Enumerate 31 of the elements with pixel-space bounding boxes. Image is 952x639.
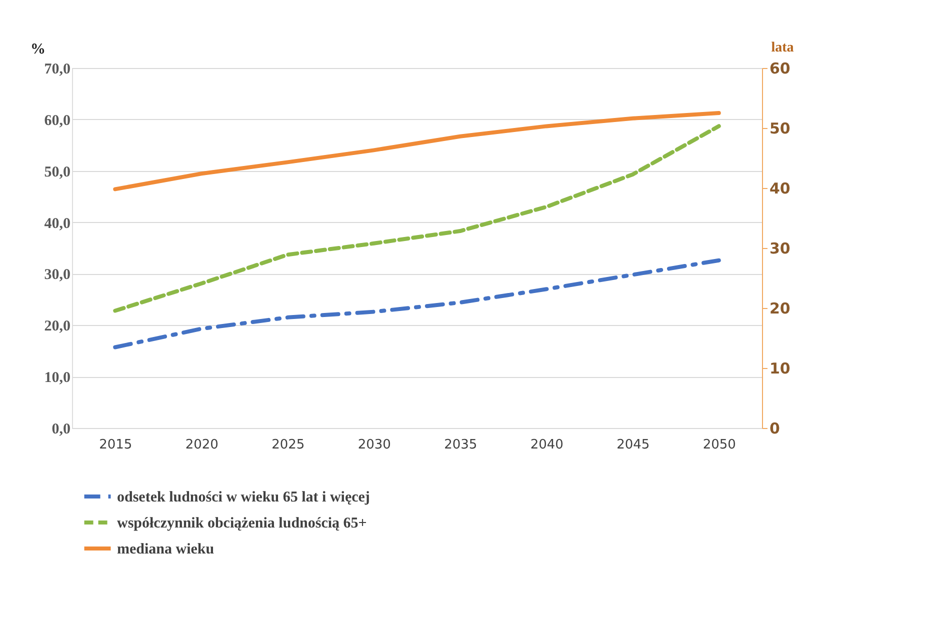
y2-tick-label: 0: [770, 420, 780, 438]
y-tick-label: 40,0: [44, 216, 70, 232]
y2-tick-label: 40: [770, 180, 790, 198]
x-tick-label: 2025: [272, 438, 305, 452]
y2-tick-label: 10: [770, 360, 790, 378]
line-series: [113, 124, 721, 313]
y-tick-label: 70,0: [44, 62, 70, 78]
y2-tick-label: 30: [770, 240, 790, 258]
y-tick-label: 30,0: [44, 267, 70, 284]
y-tick-label: 0,0: [52, 422, 70, 438]
y2-tick-label: 60: [770, 60, 790, 78]
x-tick-label: 2050: [702, 438, 736, 452]
x-tick-label: 2045: [616, 438, 650, 452]
x-tick-label: 2040: [530, 438, 564, 452]
y-tick-label: 50,0: [44, 164, 70, 180]
legend-label: odsetek ludności w wieku 65 lat i więcej: [117, 490, 370, 506]
legend-label: mediana wieku: [117, 542, 214, 558]
y-axis-title: %: [30, 42, 46, 58]
y2-axis-title: lata: [771, 40, 794, 56]
y-tick-label: 10,0: [44, 370, 70, 386]
x-tick-label: 2015: [99, 438, 132, 452]
x-tick-label: 2020: [185, 438, 218, 452]
x-tick-label: 2030: [358, 438, 391, 452]
x-tick-label: 2035: [444, 438, 478, 452]
y-tick-label: 20,0: [44, 318, 70, 335]
line-series: [113, 258, 721, 350]
y-tick-label: 60,0: [44, 112, 70, 129]
line-series: [113, 111, 721, 192]
y2-tick-label: 50: [770, 120, 790, 138]
legend-label: współczynnik obciążenia ludnością 65+: [117, 516, 367, 532]
y2-tick-label: 20: [770, 300, 790, 318]
